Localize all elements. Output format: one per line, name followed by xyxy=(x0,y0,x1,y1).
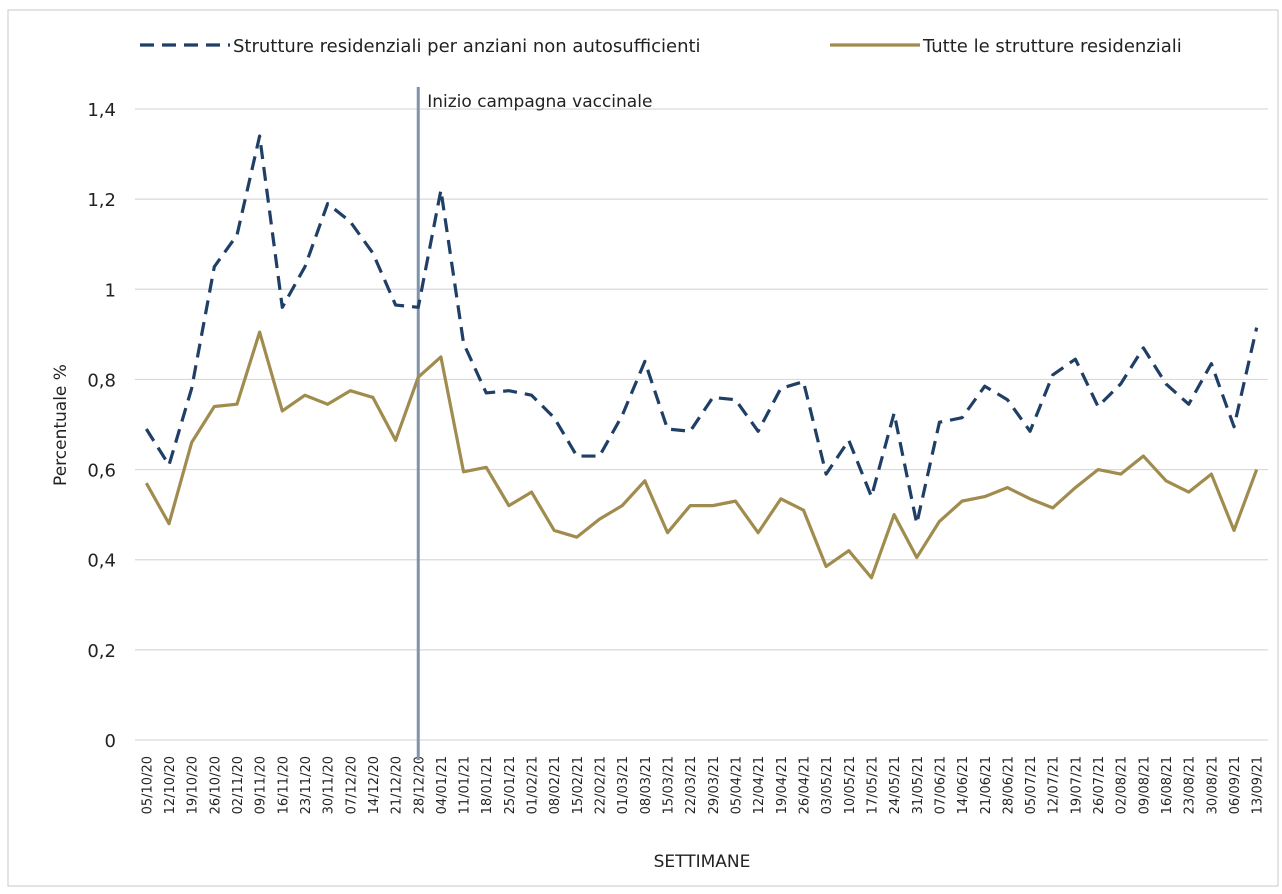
chart-frame xyxy=(7,9,1279,887)
y-tick-label: 0,6 xyxy=(87,461,116,482)
x-tick-label: 21/12/20 xyxy=(390,756,405,814)
x-tick-label: 16/08/21 xyxy=(1160,756,1175,814)
x-tick-label: 04/01/21 xyxy=(435,756,450,814)
x-tick-label: 30/11/20 xyxy=(322,756,337,814)
x-tick-label: 19/07/21 xyxy=(1069,756,1084,814)
x-tick-label: 24/05/21 xyxy=(888,756,903,814)
x-tick-label: 05/10/20 xyxy=(140,756,155,814)
x-tick-label: 29/03/21 xyxy=(707,756,722,814)
x-tick-label: 12/04/21 xyxy=(752,756,767,814)
y-tick-label: 0,4 xyxy=(87,551,116,572)
y-tick-label: 1,4 xyxy=(87,100,116,121)
x-tick-label: 15/03/21 xyxy=(662,756,677,814)
y-tick-label: 1,2 xyxy=(87,190,116,211)
legend-label: Tutte le strutture residenziali xyxy=(922,36,1182,57)
x-tick-label: 18/01/21 xyxy=(480,756,495,814)
x-tick-label: 05/04/21 xyxy=(729,756,744,814)
x-tick-label: 23/08/21 xyxy=(1183,756,1198,814)
x-tick-label: 21/06/21 xyxy=(979,756,994,814)
x-tick-label: 09/08/21 xyxy=(1137,756,1152,814)
x-tick-label: 02/08/21 xyxy=(1115,756,1130,814)
x-tick-label: 01/02/21 xyxy=(526,756,541,814)
x-tick-label: 08/02/21 xyxy=(548,756,563,814)
y-tick-label: 0 xyxy=(105,731,116,752)
annotation-text: Inizio campagna vaccinale xyxy=(427,92,652,112)
x-tick-label: 22/03/21 xyxy=(684,756,699,814)
x-tick-label: 13/09/21 xyxy=(1251,756,1266,814)
x-tick-label: 17/05/21 xyxy=(865,756,880,814)
x-tick-label: 07/12/20 xyxy=(344,756,359,814)
x-tick-label: 01/03/21 xyxy=(616,756,631,814)
x-tick-label: 07/06/21 xyxy=(933,756,948,814)
x-tick-label: 11/01/21 xyxy=(458,756,473,814)
x-tick-label: 12/07/21 xyxy=(1047,756,1062,814)
legend-label: Strutture residenziali per anziani non a… xyxy=(233,36,701,57)
y-axis-label: Percentuale % xyxy=(51,364,71,486)
x-tick-label: 08/03/21 xyxy=(639,756,654,814)
x-tick-label: 14/06/21 xyxy=(956,756,971,814)
x-tick-label: 23/11/20 xyxy=(299,756,314,814)
x-tick-label: 19/10/20 xyxy=(186,756,201,814)
series-line xyxy=(144,134,1259,526)
x-tick-label: 10/05/21 xyxy=(843,756,858,814)
x-tick-label: 28/06/21 xyxy=(1001,756,1016,814)
x-tick-label: 14/12/20 xyxy=(367,756,382,814)
y-tick-label: 1 xyxy=(105,280,116,301)
y-tick-label: 0,8 xyxy=(87,370,116,391)
y-tick-label: 0,2 xyxy=(87,641,116,662)
x-tick-label: 15/02/21 xyxy=(571,756,586,814)
x-tick-label: 25/01/21 xyxy=(503,756,518,814)
x-tick-label: 26/10/20 xyxy=(208,756,223,814)
x-tick-label: 30/08/21 xyxy=(1205,756,1220,814)
x-tick-label: 26/07/21 xyxy=(1092,756,1107,814)
x-tick-label: 26/04/21 xyxy=(797,756,812,814)
x-tick-label: 03/05/21 xyxy=(820,756,835,814)
x-tick-label: 31/05/21 xyxy=(911,756,926,814)
x-tick-label: 09/11/20 xyxy=(254,756,269,814)
x-tick-label: 16/11/20 xyxy=(276,756,291,814)
x-axis-label: SETTIMANE xyxy=(654,852,751,872)
series-line xyxy=(144,330,1259,580)
x-tick-label: 28/12/20 xyxy=(412,756,427,814)
x-tick-label: 02/11/20 xyxy=(231,756,246,814)
x-tick-label: 19/04/21 xyxy=(775,756,790,814)
x-tick-label: 06/09/21 xyxy=(1228,756,1243,814)
x-tick-label: 05/07/21 xyxy=(1024,756,1039,814)
x-tick-label: 12/10/20 xyxy=(163,756,178,814)
x-tick-label: 22/02/21 xyxy=(594,756,609,814)
